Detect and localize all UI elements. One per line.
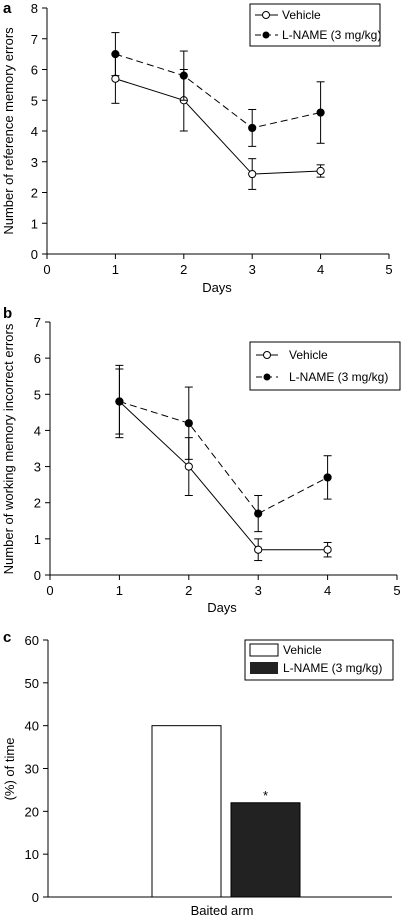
panel-a-legend-lname-marker [262, 31, 270, 39]
panel-c-y-tick-label: 0 [32, 890, 39, 905]
panel-c-y-tick-label: 40 [25, 719, 39, 734]
panel-a-legend: Vehicle L-NAME (3 mg/kg) [249, 3, 381, 47]
panel-a-legend-vehicle: Vehicle [282, 8, 321, 22]
panel-c-significance-marker: * [263, 788, 268, 803]
panel-b-y-tick-label: 3 [34, 460, 41, 475]
panel-b-x-label: Days [207, 600, 237, 615]
panel-a-y-label: Number of reference memory errors [1, 27, 16, 235]
panel-a-y-tick-label: 8 [31, 1, 38, 16]
panel-a-y-tick-label: 3 [31, 155, 38, 170]
panel-a-legend-box [249, 3, 381, 47]
panel-a-y-tick-label: 6 [31, 63, 38, 78]
panel-b-legend-lname: L-NAME (3 mg/kg) [289, 370, 388, 384]
panel-b-y-tick-label: 2 [34, 496, 41, 511]
panel-b-y-tick-label: 7 [34, 315, 41, 330]
panel-b-point-lname [323, 473, 332, 482]
panel-b-label: b [3, 305, 12, 322]
panel-a-legend-lname: L-NAME (3 mg/kg) [282, 28, 381, 42]
panel-c-y-label: (%) of time [2, 738, 17, 801]
panel-a-y-tick-label: 5 [31, 93, 38, 108]
panel-b-point-lname [184, 419, 193, 428]
panel-a-point-vehicle [111, 74, 120, 83]
panel-c-y-tick-label: 30 [25, 762, 39, 777]
panel-b-series-lname-line [119, 401, 328, 515]
panel-b-y-tick-label: 4 [34, 423, 41, 438]
panel-a-x-label: Days [202, 280, 232, 295]
panel-b-x-tick-label: 2 [185, 583, 192, 598]
panel-a-point-lname [248, 123, 257, 133]
panel-a-legend-vehicle-marker [262, 11, 270, 19]
panel-b-y-tick-label: 1 [34, 532, 41, 547]
panel-c-legend-lname: L-NAME (3 mg/kg) [283, 661, 382, 675]
panel-c-legend: Vehicle L-NAME (3 mg/kg) [244, 639, 394, 681]
panel-b-legend-box [249, 341, 401, 391]
panel-b-point-vehicle [184, 462, 193, 471]
panel-c-legend-vehicle-swatch [249, 643, 279, 657]
panel-b-point-lname [254, 509, 263, 518]
panel-b-x-tick-label: 1 [116, 583, 123, 598]
panel-a-x-tick-label: 3 [249, 262, 256, 277]
panel-a-x-tick-label: 0 [43, 262, 50, 277]
panel-a-y-tick-label: 7 [31, 32, 38, 47]
panel-b-legend-lname-marker [263, 373, 271, 381]
panel-a-point-vehicle [316, 166, 325, 176]
panel-b: b 0 1 2 3 4 5 6 7 0 1 2 3 4 5 Days Number of working … [1, 305, 401, 615]
panel-c: c 0 10 20 30 40 50 60 * Baited arm (%) of time… [2, 629, 394, 918]
panel-a-point-vehicle [248, 169, 257, 179]
panel-a-label: a [3, 0, 12, 17]
panel-a: a 0 1 2 3 4 5 6 7 8 0 1 2 3 4 5 Days Number of referen… [1, 0, 393, 295]
panel-b-y-tick-label: 0 [34, 568, 41, 583]
panel-b-point-lname [115, 397, 124, 406]
panel-a-point-lname [316, 108, 325, 117]
panel-b-legend-vehicle: Vehicle [289, 348, 328, 362]
panel-a-y-tick-label: 2 [31, 186, 38, 201]
panel-b-x-tick-label: 4 [324, 583, 331, 598]
panel-b-point-vehicle [254, 545, 263, 554]
panel-b-series-vehicle-line [119, 401, 328, 551]
panel-a-series-vehicle-line [115, 78, 321, 175]
panel-b-y-label: Number of working memory incorrect error… [1, 323, 16, 574]
panel-a-y-tick-label: 4 [31, 124, 38, 139]
panel-b-y-tick-label: 5 [34, 387, 41, 402]
panel-b-x-tick-label: 3 [255, 583, 262, 598]
panel-c-label: c [3, 629, 11, 646]
panel-a-x-tick-label: 4 [317, 262, 324, 277]
panel-c-legend-vehicle: Vehicle [283, 643, 322, 657]
panel-a-point-lname [111, 50, 120, 59]
panel-c-legend-lname-swatch [250, 662, 278, 674]
panel-a-y-tick-label: 1 [31, 216, 38, 231]
panel-a-x-tick-label: 5 [385, 262, 392, 277]
panel-b-point-vehicle [323, 545, 332, 554]
panel-c-bar-vehicle [151, 725, 222, 898]
panel-a-series-lname-line [115, 53, 321, 129]
panel-c-y-tick-label: 50 [25, 676, 39, 691]
panel-b-x-tick-label: 5 [393, 583, 400, 598]
panel-c-y-tick-label: 20 [25, 804, 39, 819]
panel-c-bar-lname [230, 802, 301, 898]
panel-a-point-lname [179, 71, 188, 80]
panel-b-legend-vehicle-marker [263, 351, 271, 359]
panel-c-y-tick-label: 10 [25, 847, 39, 862]
panel-b-y-tick-label: 6 [34, 351, 41, 366]
panel-a-x-tick-label: 2 [180, 262, 187, 277]
panel-c-x-label: Baited arm [191, 903, 254, 918]
panel-a-x-tick-label: 1 [112, 262, 119, 277]
panel-b-x-tick-label: 0 [46, 583, 53, 598]
panel-c-y-tick-label: 60 [25, 633, 39, 648]
panel-b-legend: Vehicle L-NAME (3 mg/kg) [249, 341, 401, 391]
panel-a-y-tick-label: 0 [31, 247, 38, 262]
